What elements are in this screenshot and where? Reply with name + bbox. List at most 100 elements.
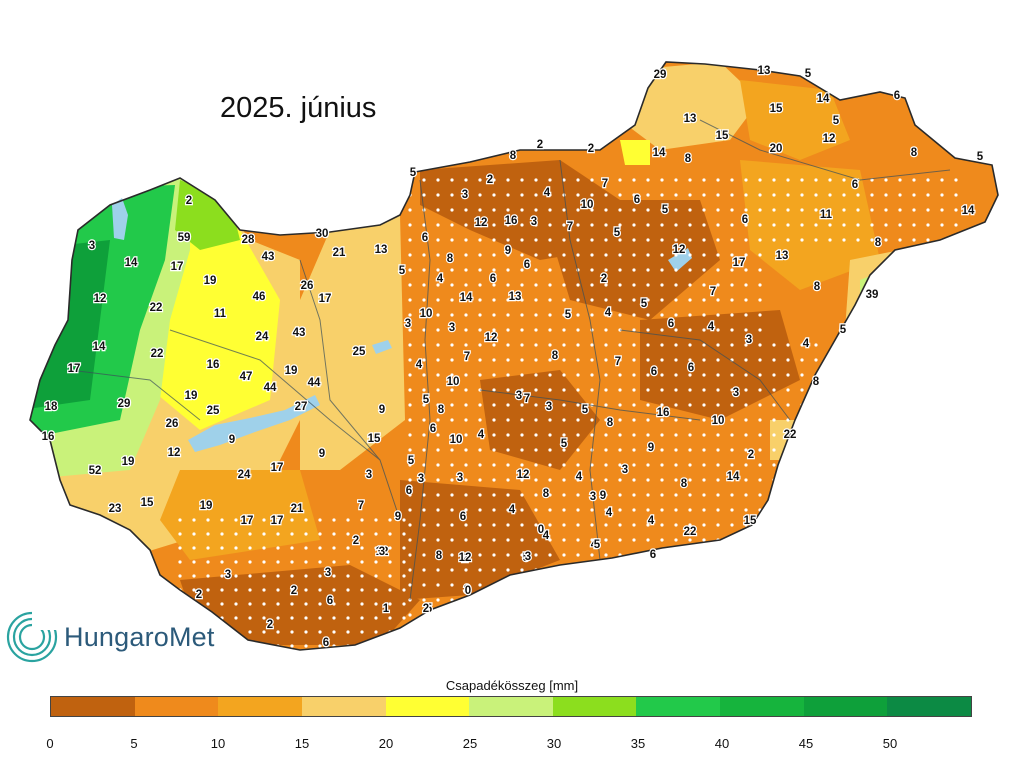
station-value: 5 [561,438,568,450]
station-value: 3 [531,216,537,228]
station-value: 8 [814,281,821,293]
station-value: 5 [399,265,406,277]
station-value: 4 [509,504,516,516]
station-value: 13 [776,250,789,262]
station-value: 9 [319,448,325,460]
legend-tick-label: 0 [46,736,54,751]
station-value: 6 [650,549,656,561]
station-value: 20 [770,143,783,155]
station-value: 7 [524,393,530,405]
station-value: 2 [748,449,754,461]
station-value: 8 [685,153,692,165]
station-value: 43 [262,251,275,263]
station-value: 6 [742,214,748,226]
station-value: 3 [457,472,463,484]
station-value: 11 [214,308,227,320]
station-value: 22 [684,526,697,538]
station-value: 23 [109,503,122,515]
station-value: 10 [712,415,725,427]
legend-tick-label: 40 [714,736,730,751]
station-value: 3 [516,390,522,402]
station-value: 52 [89,465,102,477]
station-value: 15 [716,130,729,142]
station-value: 6 [688,362,694,374]
legend-swatch [469,697,553,716]
station-value: 16 [657,407,670,419]
station-value: 3 [546,401,552,413]
station-value: 59 [178,232,191,244]
station-value: 21 [291,503,304,515]
station-value: 3 [464,584,470,596]
station-value: 8 [607,417,614,429]
station-value: 2 [353,535,359,547]
station-value: 17 [319,293,332,305]
station-value: 29 [118,398,131,410]
station-value: 3 [590,491,596,503]
station-value: 19 [285,365,298,377]
station-value: 4 [416,359,423,371]
station-value: 39 [866,289,879,301]
station-value: 8 [543,488,550,500]
station-value: 3 [462,189,468,201]
station-value: 11 [820,209,833,221]
station-value: 16 [42,431,55,443]
station-value: 26 [301,280,314,292]
legend-swatch [887,697,972,716]
station-value: 19 [185,390,198,402]
lake-balaton [188,395,320,452]
station-value: 4 [605,307,612,319]
legend-tick-label: 25 [462,736,478,751]
station-value: 6 [490,273,496,285]
station-value: 26 [166,418,179,430]
station-value: 24 [256,331,269,343]
station-value: 7 [464,351,470,363]
station-value: 2 [267,619,273,631]
station-value: 5 [662,204,669,216]
station-value: 8 [510,150,517,162]
station-value: 10 [447,376,460,388]
station-value: 13 [375,244,388,256]
station-value: 25 [207,405,220,417]
legend-tick-label: 20 [378,736,394,751]
station-value: 8 [681,478,688,490]
station-value: 24 [238,469,251,481]
station-value: 6 [323,637,329,649]
borders [69,119,951,601]
station-value: 1 [383,603,390,615]
legend-swatch [301,697,386,716]
station-value: 12 [459,552,472,564]
station-value: 3 [525,551,531,563]
station-value: 6 [406,485,412,497]
station-value: 3 [746,334,752,346]
station-value: 3 [225,569,231,581]
legend-tick-label: 30 [546,736,562,751]
station-value: 14 [817,93,830,105]
legend-tick-label: 50 [882,736,898,751]
station-value: 6 [460,511,466,523]
station-value: 5 [423,394,430,406]
station-value: 22 [784,429,797,441]
station-value: 43 [293,327,306,339]
station-value: 8 [875,237,882,249]
station-value: 5 [614,227,621,239]
station-value: 7 [358,500,364,512]
legend-tick-label: 15 [294,736,310,751]
station-value: 5 [805,68,812,80]
legend-swatch [803,697,888,716]
station-value: 12 [485,332,498,344]
station-value: 2 [423,603,429,615]
station-value: 15 [744,515,757,527]
lake-velence [372,340,392,354]
station-value: 6 [422,232,428,244]
station-value: 6 [524,259,530,271]
station-value: 13 [758,65,771,77]
station-value: 12 [517,469,530,481]
map-title: 2025. június [220,92,377,124]
station-value: 22 [151,348,164,360]
station-value: 30 [316,228,329,240]
station-value: 3 [733,387,739,399]
station-value: 15 [141,497,154,509]
station-value: 3 [449,322,455,334]
legend-title: Csapadékösszeg [mm] [445,678,579,693]
hungaromet-logo: HungaroMet [4,606,215,668]
